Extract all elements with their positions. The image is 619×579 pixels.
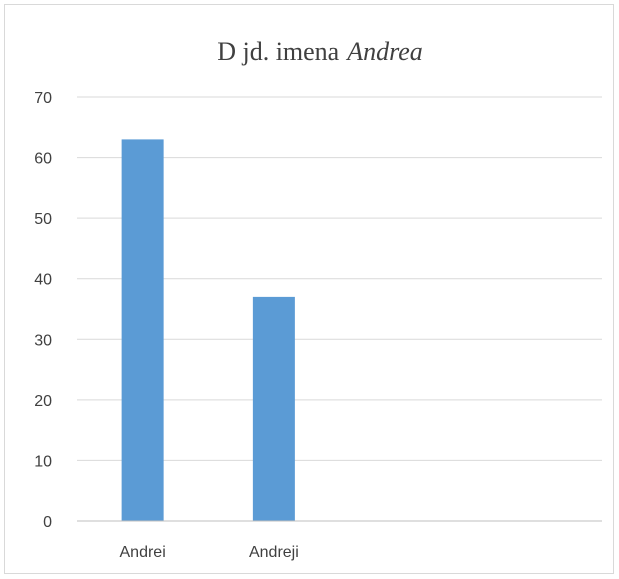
bars [121, 139, 295, 521]
y-tick-label: 50 [34, 211, 52, 228]
chart-title-emphasis: Andrea [345, 37, 423, 66]
x-axis-tick-labels: Andrei Andreji [120, 544, 299, 561]
y-tick-label: 60 [34, 151, 52, 168]
y-axis-tick-labels: 0 10 20 30 40 50 60 70 [34, 90, 52, 531]
bar-andrei [121, 139, 164, 521]
chart-title-main: D jd. imena [217, 37, 339, 66]
gridlines [77, 96, 602, 461]
x-tick-label: Andrei [120, 544, 166, 561]
y-tick-label: 0 [43, 514, 52, 531]
y-tick-label: 40 [34, 272, 52, 289]
bar-andreji [252, 296, 295, 521]
x-tick-label: Andreji [249, 544, 299, 561]
y-tick-label: 20 [34, 393, 52, 410]
chart-frame [4, 4, 614, 574]
chart-title: D jd. imena Andrea [217, 37, 423, 66]
y-tick-label: 10 [34, 453, 52, 470]
y-tick-label: 70 [34, 90, 52, 107]
y-tick-label: 30 [34, 332, 52, 349]
